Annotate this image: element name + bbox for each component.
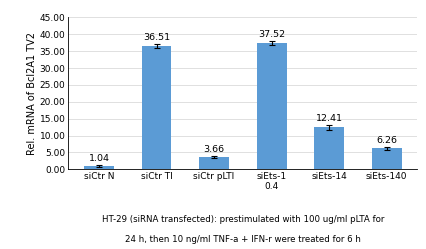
Bar: [84, 166, 114, 169]
Bar: [314, 127, 344, 169]
Text: 6.26: 6.26: [376, 136, 397, 145]
Text: 12.41: 12.41: [316, 114, 343, 123]
Text: 1.04: 1.04: [89, 154, 109, 163]
Bar: [372, 148, 402, 169]
Text: HT-29 (siRNA transfected): prestimulated with 100 ug/ml pLTA for: HT-29 (siRNA transfected): prestimulated…: [102, 215, 384, 224]
Text: 24 h, then 10 ng/ml TNF-a + IFN-r were treated for 6 h: 24 h, then 10 ng/ml TNF-a + IFN-r were t…: [125, 235, 361, 244]
Bar: [199, 157, 229, 169]
Bar: [256, 43, 287, 169]
Text: 3.66: 3.66: [204, 145, 225, 154]
Text: 36.51: 36.51: [143, 33, 170, 42]
Bar: [141, 46, 172, 169]
Text: 37.52: 37.52: [258, 30, 285, 39]
Y-axis label: Rel. mRNA of Bcl2A1 TV2: Rel. mRNA of Bcl2A1 TV2: [27, 32, 37, 155]
